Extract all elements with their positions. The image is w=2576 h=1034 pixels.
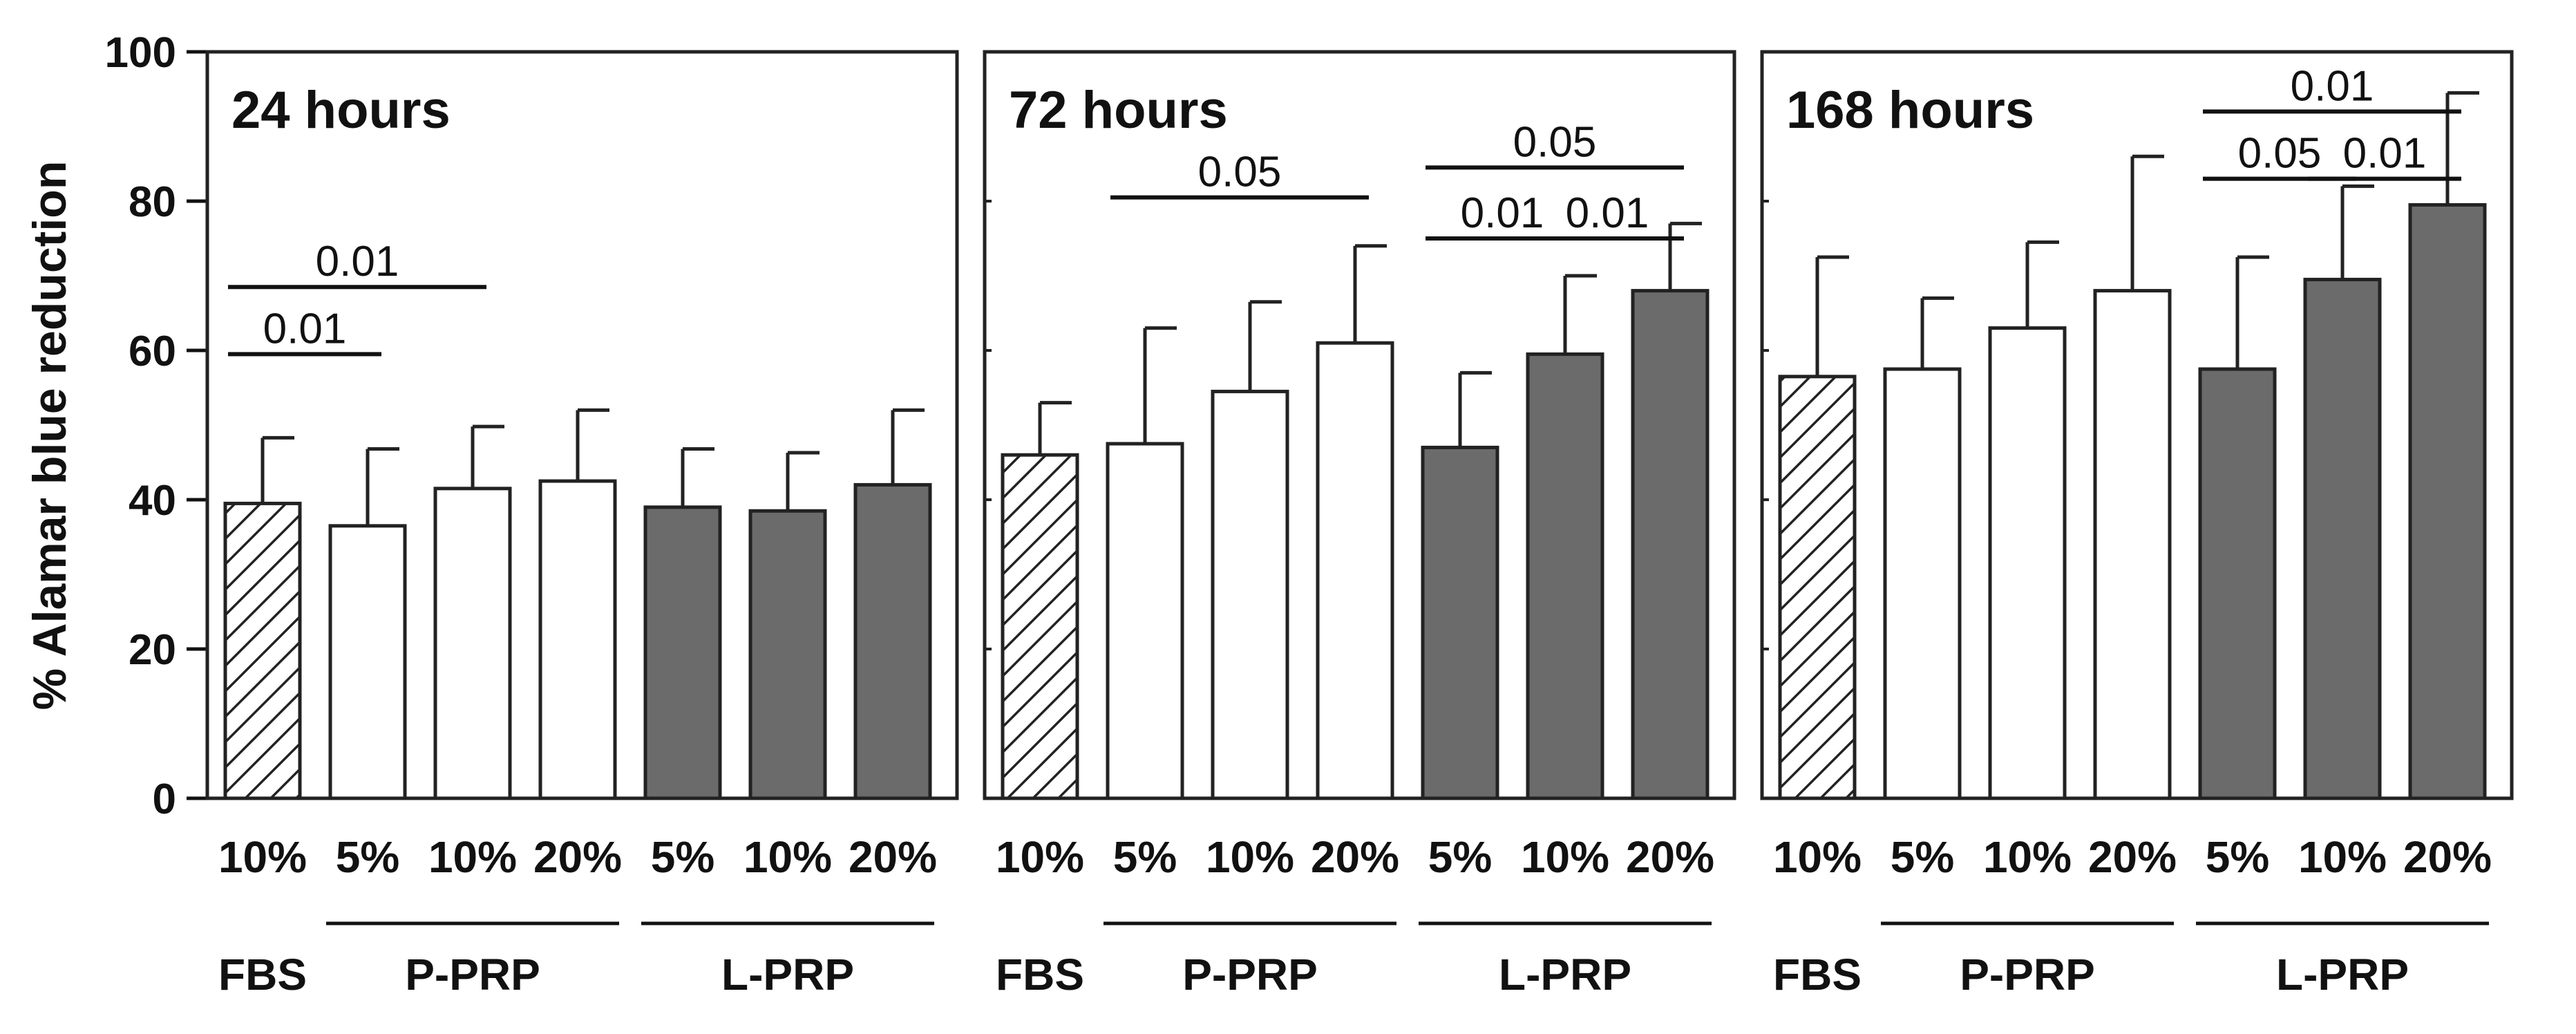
category-label: 10% xyxy=(1521,832,1609,882)
group-label: P-PRP xyxy=(1182,950,1318,999)
significance-label: 0.05 xyxy=(1198,149,1282,196)
group-label: FBS xyxy=(218,950,307,999)
category-label: 10% xyxy=(1983,832,2072,882)
panel-title: 24 hours xyxy=(231,81,451,140)
group-label: P-PRP xyxy=(405,950,540,999)
category-label: 10% xyxy=(996,832,1084,882)
group-label: P-PRP xyxy=(1960,950,2095,999)
bar xyxy=(2408,203,2487,800)
significance-label: 0.01 xyxy=(2343,130,2427,178)
y-tick-label: 100 xyxy=(105,29,176,77)
category-label: 20% xyxy=(849,832,937,882)
significance-label: 0.01 xyxy=(2291,62,2374,110)
group-label: FBS xyxy=(1773,950,1862,999)
category-label: 5% xyxy=(1428,832,1493,882)
category-label: 10% xyxy=(1773,832,1862,882)
bar xyxy=(538,479,617,800)
category-label: 10% xyxy=(428,832,517,882)
bar xyxy=(2303,277,2382,800)
bar xyxy=(1631,289,1710,800)
group-label: L-PRP xyxy=(721,950,854,999)
category-label: 20% xyxy=(2403,832,2492,882)
significance-label: 0.01 xyxy=(1566,189,1649,237)
category-label: 20% xyxy=(1311,832,1399,882)
bar xyxy=(1316,341,1394,800)
bar xyxy=(1211,389,1289,800)
bar xyxy=(1883,367,1962,800)
bar xyxy=(1106,442,1184,800)
bar xyxy=(2198,367,2277,800)
bar xyxy=(433,487,512,800)
category-label: 5% xyxy=(1113,832,1177,882)
bar xyxy=(223,501,302,800)
category-label: 10% xyxy=(2298,832,2387,882)
bar xyxy=(328,524,407,800)
category-label: 20% xyxy=(2088,832,2177,882)
category-label: 5% xyxy=(336,832,400,882)
category-label: 20% xyxy=(1626,832,1714,882)
category-label: 20% xyxy=(533,832,622,882)
bar xyxy=(1421,445,1499,800)
panel-title: 168 hours xyxy=(1786,81,2034,140)
group-label: L-PRP xyxy=(1499,950,1631,999)
significance-label: 0.05 xyxy=(2238,130,2322,178)
bar xyxy=(1001,453,1079,800)
bar xyxy=(1778,375,1857,800)
bar xyxy=(2093,289,2172,800)
panel-1: 24 hours 0.01 0.01 10% 5% 10% 20% 5% 10% 20% FBS P-… xyxy=(205,50,959,999)
category-label: 5% xyxy=(1891,832,1955,882)
panel-2: 72 hours 0.05 0.01 0.01 0.05 10% 5% 10% 20% 5% 10%… xyxy=(983,50,1736,999)
significance-label: 0.01 xyxy=(1461,189,1544,237)
category-label: 5% xyxy=(2206,832,2270,882)
significance-label: 0.01 xyxy=(263,305,347,352)
y-tick-label: 60 xyxy=(129,328,176,375)
bar xyxy=(853,482,932,800)
y-tick-label: 0 xyxy=(153,776,176,823)
group-label: FBS xyxy=(996,950,1084,999)
category-label: 5% xyxy=(651,832,715,882)
group-label: L-PRP xyxy=(2276,950,2409,999)
y-tick-label: 20 xyxy=(129,626,176,674)
bar xyxy=(1526,352,1604,800)
significance-label: 0.01 xyxy=(316,238,399,285)
y-tick-label: 80 xyxy=(129,178,176,226)
bar xyxy=(1988,326,2067,800)
y-tick-label: 40 xyxy=(129,477,176,525)
category-label: 10% xyxy=(218,832,307,882)
panel-title: 72 hours xyxy=(1009,81,1228,140)
category-label: 10% xyxy=(1206,832,1294,882)
bar xyxy=(643,505,722,800)
category-label: 10% xyxy=(744,832,832,882)
panel-3: 168 hours 0.05 0.01 0.01 10% 5% 10% 20% 5% 10% 20%… xyxy=(1760,50,2514,999)
significance-label: 0.05 xyxy=(1513,118,1597,166)
y-axis-label: % Alamar blue reduction xyxy=(23,161,76,711)
bar xyxy=(748,509,827,800)
